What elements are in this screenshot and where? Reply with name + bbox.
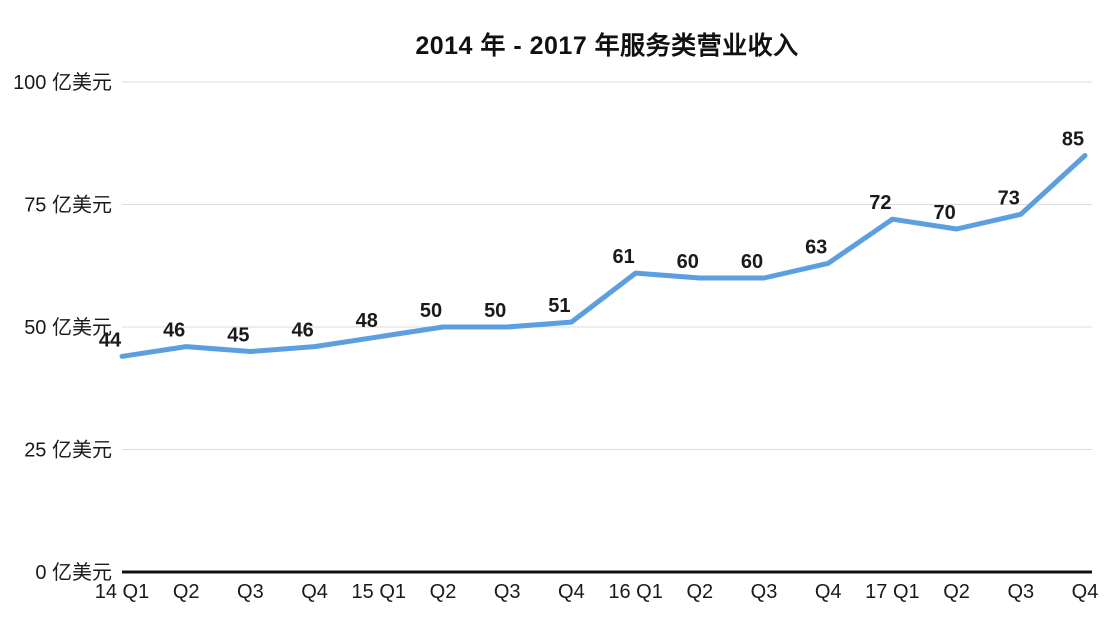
y-axis-tick-label: 0 亿美元 [35,561,112,584]
x-axis-tick-label: Q3 [494,581,521,603]
data-point-label: 61 [612,246,634,268]
x-axis-tick-label: Q2 [686,581,713,603]
x-axis-tick-label: 16 Q1 [608,581,662,603]
x-axis-tick-label: 17 Q1 [865,581,919,603]
data-point-label: 51 [548,295,570,317]
data-point-label: 45 [227,325,249,347]
x-axis-tick-label: Q2 [173,581,200,603]
data-point-label: 50 [484,300,506,322]
x-axis-tick-label: Q4 [558,581,585,603]
data-point-label: 85 [1062,129,1084,151]
data-point-label: 46 [291,320,313,342]
x-axis-tick-label: Q4 [1072,581,1099,603]
x-axis-tick-label: Q3 [237,581,264,603]
y-axis-tick-label: 75 亿美元 [24,194,112,217]
x-axis-tick-label: Q3 [751,581,778,603]
data-point-label: 60 [741,251,763,273]
data-point-label: 72 [869,192,891,214]
data-point-label: 70 [933,202,955,224]
x-axis-tick-label: Q4 [815,581,842,603]
data-point-label: 44 [99,329,122,351]
y-axis-tick-label: 25 亿美元 [24,439,112,462]
data-point-label: 60 [677,251,699,273]
x-axis-tick-label: 15 Q1 [352,581,406,603]
x-axis-tick-label: Q3 [1007,581,1034,603]
x-axis-tick-label: Q4 [301,581,328,603]
x-axis-tick-label: Q2 [943,581,970,603]
data-point-label: 73 [998,187,1020,209]
x-axis-tick-label: 14 Q1 [95,581,149,603]
data-point-label: 50 [420,300,442,322]
data-point-label: 63 [805,236,827,258]
data-point-label: 48 [356,310,378,332]
data-point-label: 46 [163,320,185,342]
y-axis-tick-label: 50 亿美元 [24,316,112,339]
chart-title: 2014 年 - 2017 年服务类营业收入 [415,32,799,60]
revenue-line-series [119,153,1088,359]
y-axis-tick-label: 100 亿美元 [13,71,112,94]
x-axis-tick-label: Q2 [430,581,457,603]
